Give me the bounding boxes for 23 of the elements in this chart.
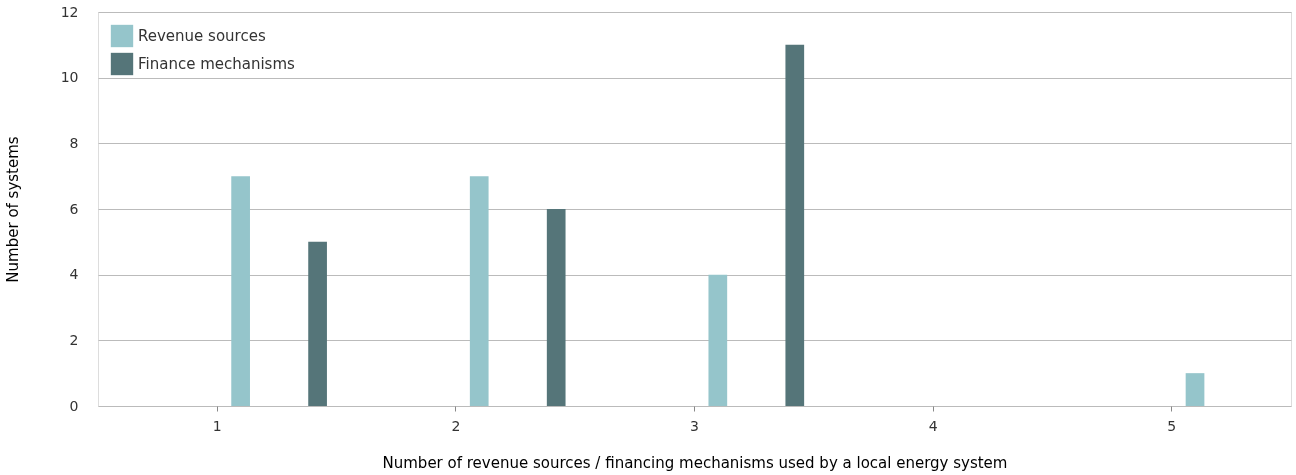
bar (469, 176, 489, 406)
y-tick-label: 2 (69, 331, 79, 348)
x-tick-label: 5 (1167, 417, 1177, 434)
legend-label: Finance mechanisms (138, 55, 296, 73)
bar (546, 209, 566, 406)
y-tick-label: 12 (60, 3, 79, 20)
y-axis-title: Number of systems (3, 136, 22, 283)
legend-label: Revenue sources (138, 27, 266, 45)
y-tick-label: 0 (69, 397, 79, 414)
bar (785, 44, 805, 406)
x-tick-label: 4 (928, 417, 938, 434)
y-tick-label: 8 (69, 134, 79, 151)
y-tick-label: 4 (69, 266, 79, 283)
bar (1185, 373, 1205, 406)
x-tick-label: 2 (451, 417, 461, 434)
y-tick-label: 6 (69, 200, 79, 217)
y-tick-label: 10 (60, 69, 79, 86)
bar (708, 274, 728, 406)
x-axis-title: Number of revenue sources / financing mechanisms used by a local energy system (382, 453, 1008, 472)
x-tick-label: 3 (690, 417, 699, 434)
bar (308, 241, 327, 406)
bar (231, 176, 250, 406)
x-tick-label: 1 (212, 417, 222, 434)
